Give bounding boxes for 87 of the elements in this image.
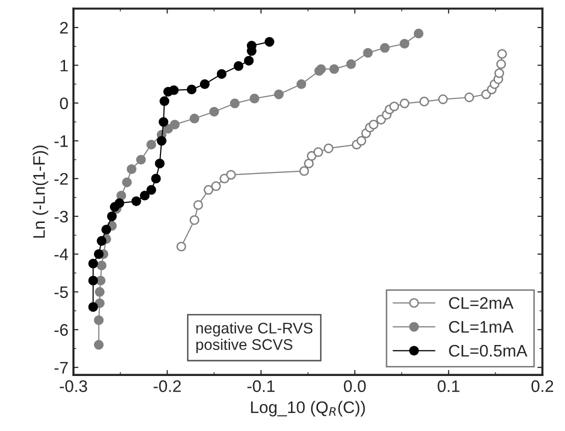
point xyxy=(464,92,474,102)
point xyxy=(211,181,221,191)
point xyxy=(131,196,142,206)
point xyxy=(193,200,204,210)
point xyxy=(226,170,236,180)
x-tick-label: -0.3 xyxy=(60,380,88,392)
point xyxy=(88,302,98,312)
point xyxy=(274,89,284,100)
point xyxy=(204,185,214,195)
point xyxy=(94,315,104,326)
y-tick-label: -5 xyxy=(54,286,68,298)
point xyxy=(438,94,448,104)
point xyxy=(160,96,170,106)
point xyxy=(419,96,430,106)
point xyxy=(146,140,156,150)
point xyxy=(176,242,186,252)
point xyxy=(88,258,98,268)
point xyxy=(299,166,310,176)
point xyxy=(96,236,106,246)
y-axis-title: Ln (-Ln(1-F)) xyxy=(32,146,48,238)
point xyxy=(264,36,274,47)
point xyxy=(94,340,104,350)
y-tick-label: -1 xyxy=(54,135,68,147)
point xyxy=(116,190,126,200)
point xyxy=(356,136,366,146)
x-tick-label: 0.2 xyxy=(531,380,554,392)
point xyxy=(244,56,254,66)
point xyxy=(414,28,424,38)
legend-label: CL=0.5mA xyxy=(449,344,528,357)
point xyxy=(380,43,390,53)
point xyxy=(88,276,98,286)
point xyxy=(313,147,324,157)
point xyxy=(126,164,136,174)
point xyxy=(368,120,378,130)
point xyxy=(158,117,168,127)
point xyxy=(96,260,106,270)
y-tick-label: 2 xyxy=(60,22,68,34)
point xyxy=(140,190,150,200)
x-axis-title: Log_10 (Q$_{R}$(C)) xyxy=(251,400,365,416)
point xyxy=(400,38,410,49)
x-tick-label: 0.1 xyxy=(438,380,460,392)
point xyxy=(346,59,356,69)
point xyxy=(216,69,226,79)
point xyxy=(146,185,156,195)
y-tick-label: 0 xyxy=(60,97,68,110)
point xyxy=(494,68,504,78)
point xyxy=(304,158,314,168)
point xyxy=(250,94,260,104)
point xyxy=(170,120,180,130)
point xyxy=(168,85,179,96)
point xyxy=(400,98,410,108)
y-tick-label: -2 xyxy=(54,172,68,185)
point xyxy=(94,287,105,297)
point xyxy=(200,79,210,90)
point xyxy=(122,177,132,188)
point xyxy=(136,154,146,165)
point xyxy=(101,224,112,234)
point xyxy=(496,59,506,69)
point xyxy=(186,84,196,94)
legend-label: CL=2mA xyxy=(449,297,514,309)
point xyxy=(190,114,200,124)
y-tick-label: -4 xyxy=(54,248,68,260)
point xyxy=(114,198,124,208)
point xyxy=(389,102,400,112)
point xyxy=(329,64,340,74)
point xyxy=(324,144,334,154)
point xyxy=(363,48,373,58)
x-tick-label: -0.2 xyxy=(154,380,181,392)
y-tick-label: -3 xyxy=(54,210,68,223)
point xyxy=(296,79,306,90)
point xyxy=(156,136,166,146)
y-tick-label: -7 xyxy=(54,362,68,374)
legend-label: CL=1mA xyxy=(449,321,514,333)
y-tick-label: 1 xyxy=(60,60,68,72)
y-tick-label: -6 xyxy=(54,324,68,336)
point xyxy=(154,158,165,168)
point xyxy=(209,106,219,117)
x-tick-label: -0.1 xyxy=(247,380,275,392)
point xyxy=(234,61,244,71)
annotation: negative CL-RVS positive SCVS xyxy=(196,322,312,353)
point xyxy=(497,49,507,59)
point xyxy=(94,249,104,259)
point xyxy=(107,211,117,222)
point xyxy=(190,215,200,225)
x-tick-label: 0.0 xyxy=(344,380,366,392)
point xyxy=(230,98,240,108)
point xyxy=(151,174,161,184)
